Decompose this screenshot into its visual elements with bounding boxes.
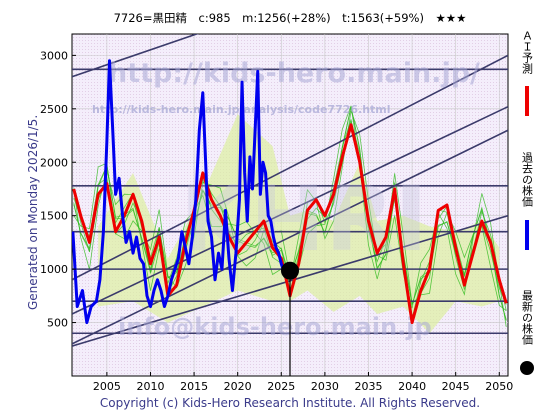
y-tick-label: 500 [47,317,68,330]
copyright-notice: Copyright (c) Kids-Hero Research Institu… [100,396,480,410]
legend-label: 過去の株価 [521,152,534,207]
x-tick-label: 2010 [136,380,164,393]
legend-label: ＡＩ予測 [521,30,534,75]
legend-label: 最新の株価 [521,290,534,345]
y-tick-label: 2500 [40,103,68,116]
latest-marker [281,261,299,376]
trend-channel-line [72,129,508,345]
latest-price-dot [281,261,299,280]
watermark-email: info@kids-hero.main.jp [118,313,432,341]
x-tick-label: 2005 [93,380,121,393]
x-tick-label: 2045 [442,380,470,393]
generated-date: Generated on Monday 2026/1/5. [26,115,40,310]
scenario-envelope [98,114,500,334]
x-tick-label: 2035 [354,380,382,393]
x-tick-label: 2025 [267,380,295,393]
x-tick-label: 2015 [180,380,208,393]
legend-dot [520,361,534,375]
x-axis-ticks: 2005 2010 2015 2020 2025 2030 2035 2040 2045 2050 [93,372,513,393]
y-axis-ticks: 500 1000 1500 2000 2500 3000 [40,49,76,330]
x-tick-label: 2030 [311,380,339,393]
x-tick-label: 2050 [485,380,513,393]
x-tick-label: 2040 [398,380,426,393]
y-tick-label: 3000 [40,49,68,62]
trend-channel-line [72,34,200,78]
watermark-url-main: http://kids-hero.main.jp/ [108,58,480,89]
y-tick-label: 1500 [40,210,68,223]
y-tick-label: 1000 [40,263,68,276]
chart-title: 7726=黒田精 c:985 m:1256(+28%) t:1563(+59%)… [114,11,467,25]
watermark-layer: KHRI http://kids-hero.main.jp/ http://ki… [92,58,480,341]
x-tick-label: 2020 [224,380,252,393]
past-price-line [72,59,290,325]
scenario-band [98,114,500,334]
y-tick-label: 2000 [40,156,68,169]
